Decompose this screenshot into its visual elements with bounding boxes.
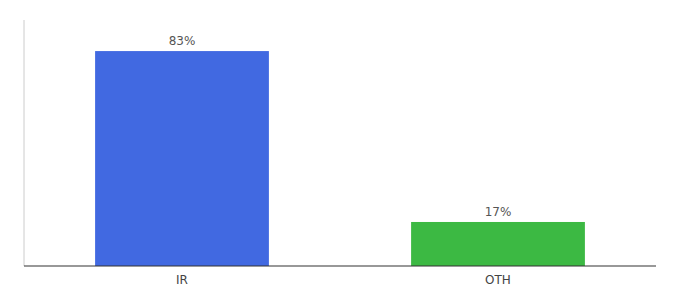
x-tick-label: IR xyxy=(176,273,188,287)
chart-svg: 83% 17% IR OTH xyxy=(0,0,680,300)
bars xyxy=(95,51,585,266)
data-label: 17% xyxy=(485,205,512,219)
x-axis-line xyxy=(24,265,656,266)
data-labels: 83% 17% xyxy=(169,34,512,219)
data-label: 83% xyxy=(169,34,196,48)
chart-container: 83% 17% IR OTH xyxy=(0,0,680,300)
bar xyxy=(411,222,585,266)
x-tick-label: OTH xyxy=(485,273,511,287)
axes: IR OTH xyxy=(24,20,656,287)
y-axis-line xyxy=(24,20,25,266)
bar xyxy=(95,51,269,266)
